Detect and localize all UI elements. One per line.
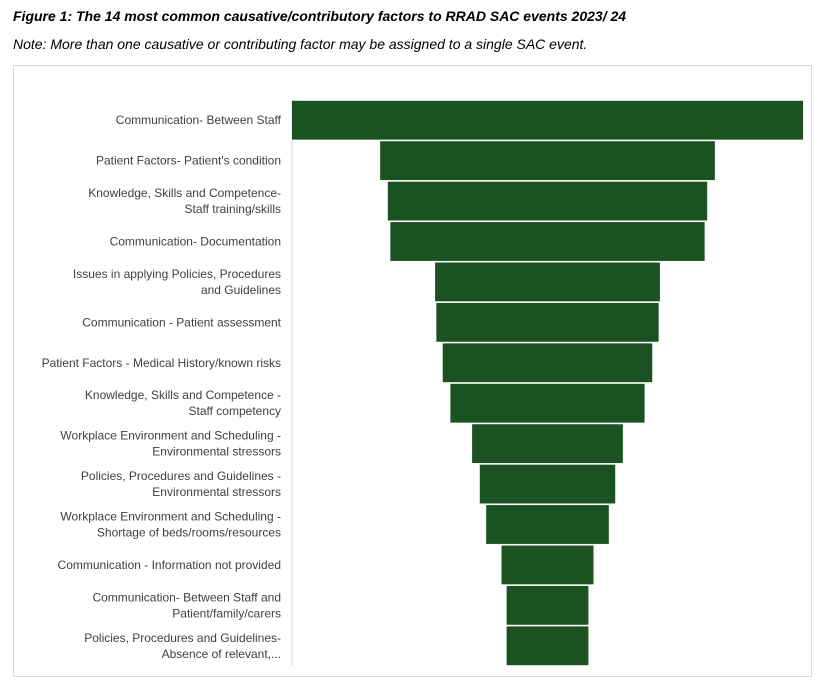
category-label: Communication- Between Staff bbox=[116, 113, 282, 127]
funnel-bar bbox=[390, 222, 705, 261]
category-label-line: Knowledge, Skills and Competence - bbox=[85, 388, 281, 402]
category-label-line: Policies, Procedures and Guidelines- bbox=[84, 631, 281, 645]
funnel-bar bbox=[501, 545, 594, 585]
category-label-line: Knowledge, Skills and Competence- bbox=[88, 186, 281, 200]
category-label: Communication - Information not provided bbox=[58, 558, 281, 572]
category-label: Workplace Environment and Scheduling - En… bbox=[60, 429, 281, 459]
category-label: Policies, Procedures and Guidelines - Env… bbox=[81, 469, 281, 499]
funnel-bar bbox=[387, 181, 708, 221]
funnel-bar bbox=[486, 505, 609, 544]
category-label-line: Patient Factors- Patient's condition bbox=[96, 154, 281, 168]
category-label-line: Shortage of beds/rooms/resources bbox=[97, 526, 281, 540]
category-label: Communication- Between Staff and Patient/… bbox=[92, 590, 281, 620]
category-label-line: Communication- Between Staff bbox=[116, 113, 282, 127]
funnel-bar bbox=[442, 343, 653, 383]
category-label: Knowledge, Skills and Competence - Staff … bbox=[85, 388, 281, 418]
chart-frame bbox=[13, 65, 812, 677]
figure-note: Note: More than one causative or contrib… bbox=[13, 36, 588, 52]
category-label-line: Workplace Environment and Scheduling - bbox=[60, 510, 281, 524]
category-label: Policies, Procedures and Guidelines- Abse… bbox=[84, 631, 281, 661]
funnel-bar bbox=[380, 141, 715, 181]
funnel-bar bbox=[292, 100, 803, 140]
category-label-line: Absence of relevant,... bbox=[162, 647, 281, 661]
funnel-bar bbox=[435, 262, 660, 302]
category-label-line: Workplace Environment and Scheduling - bbox=[60, 429, 281, 443]
category-label: Issues in applying Policies, Procedures a… bbox=[73, 267, 281, 297]
category-label-line: Staff training/skills bbox=[185, 202, 282, 216]
category-label-line: and Guidelines bbox=[201, 283, 281, 297]
category-label-line: Communication- Documentation bbox=[110, 235, 281, 249]
category-label: Communication - Patient assessment bbox=[82, 315, 281, 329]
funnel-bar bbox=[472, 424, 623, 464]
category-label-line: Patient/family/carers bbox=[172, 606, 281, 620]
category-label: Knowledge, Skills and Competence- Staff t… bbox=[88, 186, 281, 216]
category-label-line: Patient Factors - Medical History/known … bbox=[42, 356, 281, 370]
category-label: Workplace Environment and Scheduling - Sh… bbox=[60, 510, 281, 540]
category-label-line: Issues in applying Policies, Procedures bbox=[73, 267, 281, 281]
category-label: Patient Factors - Medical History/known … bbox=[42, 356, 281, 370]
funnel-bar bbox=[506, 585, 589, 625]
category-label-line: Communication - Patient assessment bbox=[82, 315, 281, 329]
figure-title: Figure 1: The 14 most common causative/c… bbox=[13, 8, 627, 24]
funnel-bar bbox=[436, 302, 659, 342]
category-label-line: Communication - Information not provided bbox=[58, 558, 281, 572]
category-label-line: Environmental stressors bbox=[152, 445, 281, 459]
category-label: Communication- Documentation bbox=[110, 235, 281, 249]
funnel-bar bbox=[506, 626, 589, 666]
funnel-bar bbox=[479, 464, 616, 504]
category-label-line: Communication- Between Staff and bbox=[92, 590, 281, 604]
funnel-bar bbox=[450, 383, 645, 423]
category-label: Patient Factors- Patient's condition bbox=[96, 154, 281, 168]
category-label-line: Policies, Procedures and Guidelines - bbox=[81, 469, 281, 483]
category-label-line: Environmental stressors bbox=[152, 485, 281, 499]
category-label-line: Staff competency bbox=[189, 404, 282, 418]
